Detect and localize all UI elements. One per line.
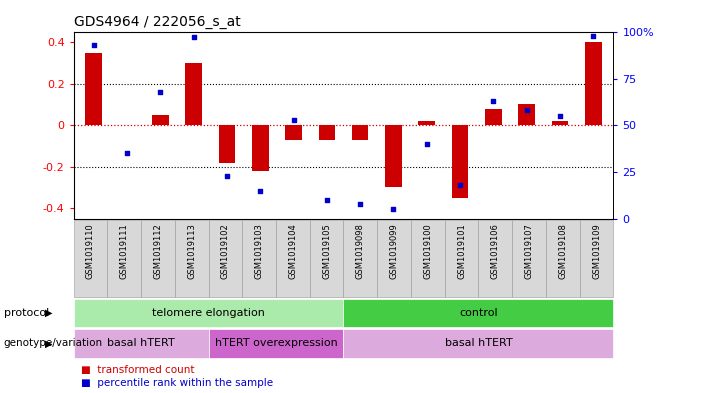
- Text: GSM1019100: GSM1019100: [423, 223, 433, 279]
- Bar: [310, 220, 343, 297]
- Text: control: control: [459, 308, 498, 318]
- Text: GSM1019104: GSM1019104: [288, 223, 297, 279]
- Bar: [285, 125, 302, 140]
- Bar: [352, 125, 369, 140]
- Text: GSM1019099: GSM1019099: [390, 223, 399, 279]
- Point: [488, 98, 499, 104]
- Bar: [152, 115, 168, 125]
- Bar: [552, 121, 569, 125]
- Bar: [209, 220, 243, 297]
- Point: [388, 206, 399, 212]
- Bar: [411, 220, 444, 297]
- Bar: [318, 125, 335, 140]
- Text: GSM1019102: GSM1019102: [221, 223, 230, 279]
- Bar: [485, 108, 502, 125]
- Text: GSM1019108: GSM1019108: [558, 223, 567, 279]
- Bar: [209, 329, 343, 358]
- Text: GSM1019106: GSM1019106: [491, 223, 500, 279]
- Point: [254, 187, 266, 194]
- Bar: [580, 220, 613, 297]
- Bar: [175, 220, 209, 297]
- Bar: [585, 42, 601, 125]
- Text: GSM1019103: GSM1019103: [254, 223, 264, 279]
- Point: [587, 32, 599, 39]
- Bar: [252, 125, 268, 171]
- Bar: [343, 299, 613, 327]
- Text: basal hTERT: basal hTERT: [107, 338, 175, 349]
- Text: protocol: protocol: [4, 308, 49, 318]
- Bar: [512, 220, 546, 297]
- Text: ■  transformed count: ■ transformed count: [81, 365, 194, 375]
- Bar: [74, 329, 209, 358]
- Bar: [451, 125, 468, 198]
- Bar: [385, 125, 402, 187]
- Bar: [74, 299, 343, 327]
- Text: genotype/variation: genotype/variation: [4, 338, 102, 349]
- Bar: [185, 63, 202, 125]
- Text: basal hTERT: basal hTERT: [444, 338, 512, 349]
- Bar: [107, 220, 141, 297]
- Point: [355, 200, 366, 207]
- Text: GSM1019098: GSM1019098: [356, 223, 365, 279]
- Bar: [478, 220, 512, 297]
- Bar: [519, 105, 535, 125]
- Bar: [243, 220, 276, 297]
- Text: telomere elongation: telomere elongation: [152, 308, 265, 318]
- Bar: [86, 53, 102, 125]
- Text: GSM1019113: GSM1019113: [187, 223, 196, 279]
- Text: ▶: ▶: [46, 308, 53, 318]
- Point: [554, 113, 566, 119]
- Text: ■  percentile rank within the sample: ■ percentile rank within the sample: [81, 378, 273, 388]
- Text: GSM1019109: GSM1019109: [592, 223, 601, 279]
- Bar: [219, 125, 236, 162]
- Bar: [276, 220, 310, 297]
- Text: GSM1019107: GSM1019107: [524, 223, 533, 279]
- Text: hTERT overexpression: hTERT overexpression: [215, 338, 337, 349]
- Point: [321, 196, 332, 203]
- Bar: [546, 220, 580, 297]
- Point: [188, 34, 199, 40]
- Text: ▶: ▶: [46, 338, 53, 349]
- Point: [521, 107, 532, 113]
- Point: [155, 88, 166, 95]
- Point: [421, 141, 433, 147]
- Text: GDS4964 / 222056_s_at: GDS4964 / 222056_s_at: [74, 15, 240, 29]
- Bar: [377, 220, 411, 297]
- Bar: [343, 220, 377, 297]
- Bar: [141, 220, 175, 297]
- Point: [222, 173, 233, 179]
- Point: [88, 42, 100, 48]
- Bar: [343, 329, 613, 358]
- Bar: [444, 220, 478, 297]
- Text: GSM1019110: GSM1019110: [86, 223, 95, 279]
- Text: GSM1019101: GSM1019101: [457, 223, 466, 279]
- Bar: [74, 220, 107, 297]
- Bar: [418, 121, 435, 125]
- Text: GSM1019111: GSM1019111: [120, 223, 129, 279]
- Point: [288, 116, 299, 123]
- Text: GSM1019112: GSM1019112: [154, 223, 163, 279]
- Point: [121, 150, 132, 156]
- Point: [454, 182, 465, 188]
- Text: GSM1019105: GSM1019105: [322, 223, 331, 279]
